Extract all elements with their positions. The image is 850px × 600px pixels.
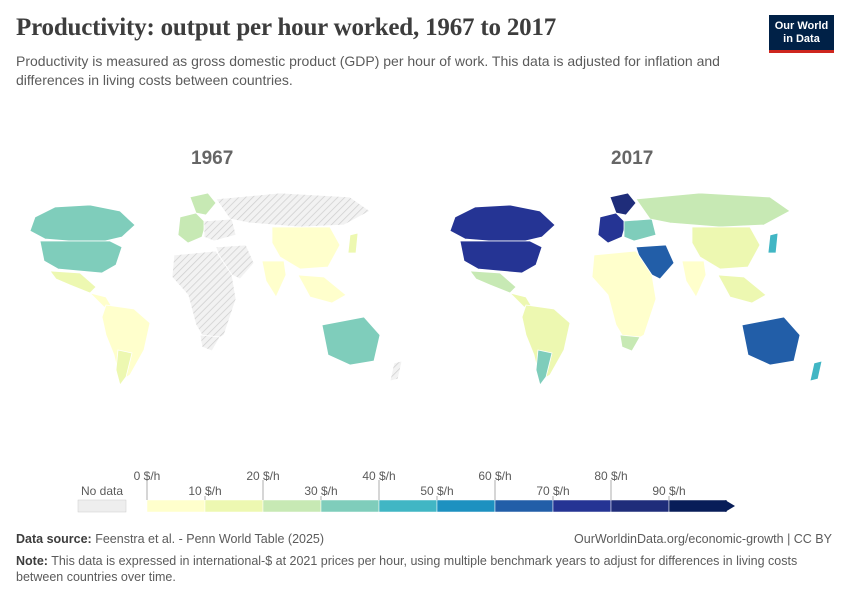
logo-line-1: Our World (774, 20, 829, 32)
note-line: Note: This data is expressed in internat… (16, 553, 826, 585)
region-argentina-1967[interactable] (115, 349, 133, 386)
region-australia-2017[interactable] (741, 316, 801, 366)
region-india-1967[interactable] (261, 260, 287, 298)
legend-bin-0 (146, 499, 206, 513)
logo-line-2: in Data (783, 32, 820, 45)
region-south-africa-1967[interactable] (199, 334, 221, 352)
legend-bin-6 (494, 499, 554, 513)
region-argentina-2017[interactable] (535, 349, 553, 386)
region-usa-1967[interactable] (39, 240, 123, 274)
region-russia-2017[interactable] (635, 192, 791, 228)
region-central-america-2017[interactable] (508, 292, 533, 308)
source-label: Data source: (16, 532, 92, 546)
legend-label-lower-0: 10 $/h (188, 484, 221, 498)
world-map-2017[interactable] (430, 185, 840, 395)
legend-label-upper-2: 40 $/h (362, 469, 395, 483)
region-north-america-2017[interactable] (449, 204, 556, 242)
region-scandinavia-1967[interactable] (189, 192, 217, 216)
region-new-zealand-2017[interactable] (809, 360, 823, 382)
legend-bin-8 (610, 499, 670, 513)
region-north-america-1967[interactable] (29, 204, 136, 242)
region-mexico-2017[interactable] (469, 270, 517, 294)
note-label: Note: (16, 554, 48, 568)
region-scandinavia-2017[interactable] (609, 192, 637, 216)
legend-arrow (725, 500, 735, 512)
region-india-2017[interactable] (681, 260, 707, 298)
legend-label-upper-4: 80 $/h (594, 469, 627, 483)
world-map-1967[interactable] (10, 185, 420, 395)
legend-label-lower-2: 50 $/h (420, 484, 453, 498)
legend-no-data-swatch (77, 499, 127, 513)
legend-bin-7 (552, 499, 612, 513)
region-usa-2017[interactable] (459, 240, 543, 274)
map-2017-year-label: 2017 (611, 148, 654, 169)
region-western-europe-2017[interactable] (597, 212, 627, 244)
map-1967-year-label: 1967 (191, 148, 234, 169)
legend-label-upper-0: 0 $/h (134, 469, 161, 483)
legend-label-lower-1: 30 $/h (304, 484, 337, 498)
legend-no-data-label: No data (81, 484, 123, 498)
legend-bin-3 (320, 499, 380, 513)
region-eastern-europe-2017[interactable] (623, 218, 657, 242)
region-japan-2017[interactable] (767, 232, 779, 254)
region-china-2017[interactable] (691, 226, 761, 270)
chart-title: Productivity: output per hour worked, 19… (16, 14, 557, 41)
legend-label-lower-4: 90 $/h (652, 484, 685, 498)
region-japan-1967[interactable] (347, 232, 359, 254)
color-legend: No data 0 $/h 20 $/h 40 $/h 60 $/h 80 $/h 10 $… (77, 469, 735, 513)
credit-link[interactable]: OurWorldinData.org/economic-growth | CC … (574, 532, 832, 546)
region-western-europe-1967[interactable] (177, 212, 207, 244)
note-text: This data is expressed in international-… (16, 554, 798, 584)
region-central-america-1967[interactable] (88, 292, 113, 308)
region-china-1967[interactable] (271, 226, 341, 270)
region-eastern-europe-1967[interactable] (203, 218, 237, 242)
region-mexico-1967[interactable] (49, 270, 97, 294)
legend-bin-4 (378, 499, 438, 513)
chart-subtitle: Productivity is measured as gross domest… (16, 53, 720, 88)
region-new-zealand-1967[interactable] (389, 360, 403, 382)
legend-label-lower-3: 70 $/h (536, 484, 569, 498)
region-southeast-asia-1967[interactable] (297, 274, 347, 304)
legend-bin-9 (668, 499, 728, 513)
source-text: Feenstra et al. - Penn World Table (2025… (95, 532, 325, 546)
owid-logo[interactable]: Our World in Data (769, 15, 834, 53)
legend-bin-1 (204, 499, 264, 513)
legend-label-upper-1: 20 $/h (246, 469, 279, 483)
region-south-africa-2017[interactable] (619, 334, 641, 352)
legend-bin-5 (436, 499, 496, 513)
region-southeast-asia-2017[interactable] (717, 274, 767, 304)
legend-label-upper-3: 60 $/h (478, 469, 511, 483)
region-australia-1967[interactable] (321, 316, 381, 366)
data-source-line: Data source: Feenstra et al. - Penn Worl… (16, 532, 324, 546)
region-russia-1967[interactable] (215, 192, 371, 228)
legend-bin-2 (262, 499, 322, 513)
